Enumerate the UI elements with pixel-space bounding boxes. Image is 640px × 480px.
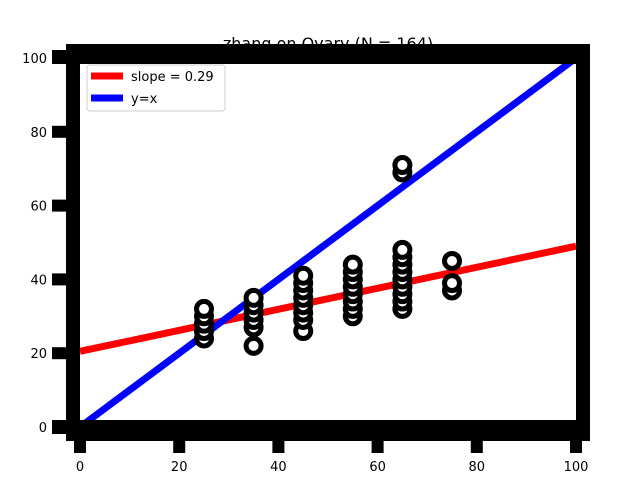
data-point bbox=[392, 155, 413, 176]
y-tick-mark bbox=[52, 421, 80, 433]
y-tick-label: 20 bbox=[30, 347, 47, 362]
bottom-spine bbox=[52, 420, 584, 434]
legend: slope = 0.29 y=x bbox=[86, 64, 226, 112]
x-tick-mark bbox=[74, 427, 86, 453]
data-point bbox=[293, 265, 314, 286]
x-tick-mark bbox=[570, 427, 582, 453]
top-spine bbox=[52, 50, 584, 64]
x-tick-label: 40 bbox=[270, 460, 287, 475]
data-point bbox=[442, 250, 462, 271]
y-tick-mark bbox=[52, 347, 80, 360]
y-tick-label: 80 bbox=[30, 126, 47, 141]
legend-label: y=x bbox=[131, 92, 158, 107]
data-point bbox=[392, 239, 413, 260]
x-tick-label: 80 bbox=[469, 460, 486, 475]
data-point bbox=[243, 335, 264, 356]
x-tick-label: 60 bbox=[369, 460, 386, 475]
x-tick-label: 20 bbox=[171, 460, 188, 475]
x-tick-mark bbox=[470, 427, 483, 453]
y-tick-label: 100 bbox=[22, 52, 47, 67]
series-line-1 bbox=[77, 55, 579, 430]
x-tick-mark bbox=[272, 427, 285, 453]
x-tick-label: 0 bbox=[76, 460, 84, 475]
data-point bbox=[442, 273, 462, 294]
y-tick-label: 0 bbox=[39, 421, 47, 436]
x-tick-mark bbox=[371, 427, 384, 453]
plot-area: 0 20 40 60 80 100 0 20 40 60 80 100 bbox=[22, 44, 590, 475]
x-tick-label: 100 bbox=[564, 460, 589, 475]
y-tick-mark bbox=[52, 273, 80, 286]
y-tick-mark bbox=[52, 52, 80, 64]
legend-label: slope = 0.29 bbox=[131, 70, 214, 85]
data-point bbox=[342, 254, 363, 275]
x-tick-mark bbox=[173, 427, 186, 453]
y-tick-mark bbox=[52, 199, 80, 212]
data-point bbox=[243, 287, 264, 308]
series-line-0 bbox=[79, 242, 577, 355]
y-tick-mark bbox=[52, 125, 80, 138]
data-point bbox=[194, 298, 214, 319]
y-tick-label: 40 bbox=[30, 273, 47, 288]
y-tick-label: 60 bbox=[30, 200, 47, 215]
